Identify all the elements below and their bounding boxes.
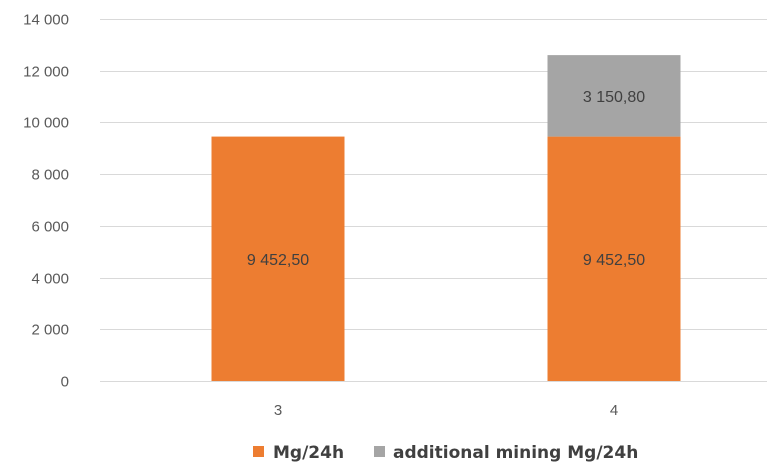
x-tick-label: 3 (274, 402, 282, 419)
data-label: 9 452,50 (583, 252, 645, 269)
y-axis-tick-labels: 0 2 000 4 000 6 000 8 000 10 000 12 000 14 000 (23, 12, 69, 391)
y-tick-label: 2 000 (31, 322, 69, 339)
y-tick-label: 4 000 (31, 271, 69, 288)
bar-segment (211, 136, 345, 381)
y-tick-label: 14 000 (23, 12, 69, 29)
y-tick-label: 10 000 (23, 115, 69, 132)
legend: Mg/24h additional mining Mg/24h (253, 443, 638, 462)
data-labels: 9 452,50 9 452,50 3 150,80 (247, 89, 645, 269)
y-tick-label: 6 000 (31, 219, 69, 236)
bar-segment (547, 55, 681, 137)
y-tick-label: 0 (61, 374, 69, 391)
legend-swatch (374, 446, 385, 457)
data-label: 9 452,50 (247, 252, 309, 269)
legend-label: additional mining Mg/24h (393, 443, 638, 462)
y-tick-label: 12 000 (23, 64, 69, 81)
bar-segment (547, 136, 681, 381)
y-tick-label: 8 000 (31, 167, 69, 184)
legend-label: Mg/24h (273, 443, 344, 462)
legend-swatch (253, 446, 264, 457)
x-tick-label: 4 (610, 402, 618, 419)
bars (211, 55, 681, 381)
data-label: 3 150,80 (583, 89, 645, 106)
gridlines (100, 19, 767, 382)
